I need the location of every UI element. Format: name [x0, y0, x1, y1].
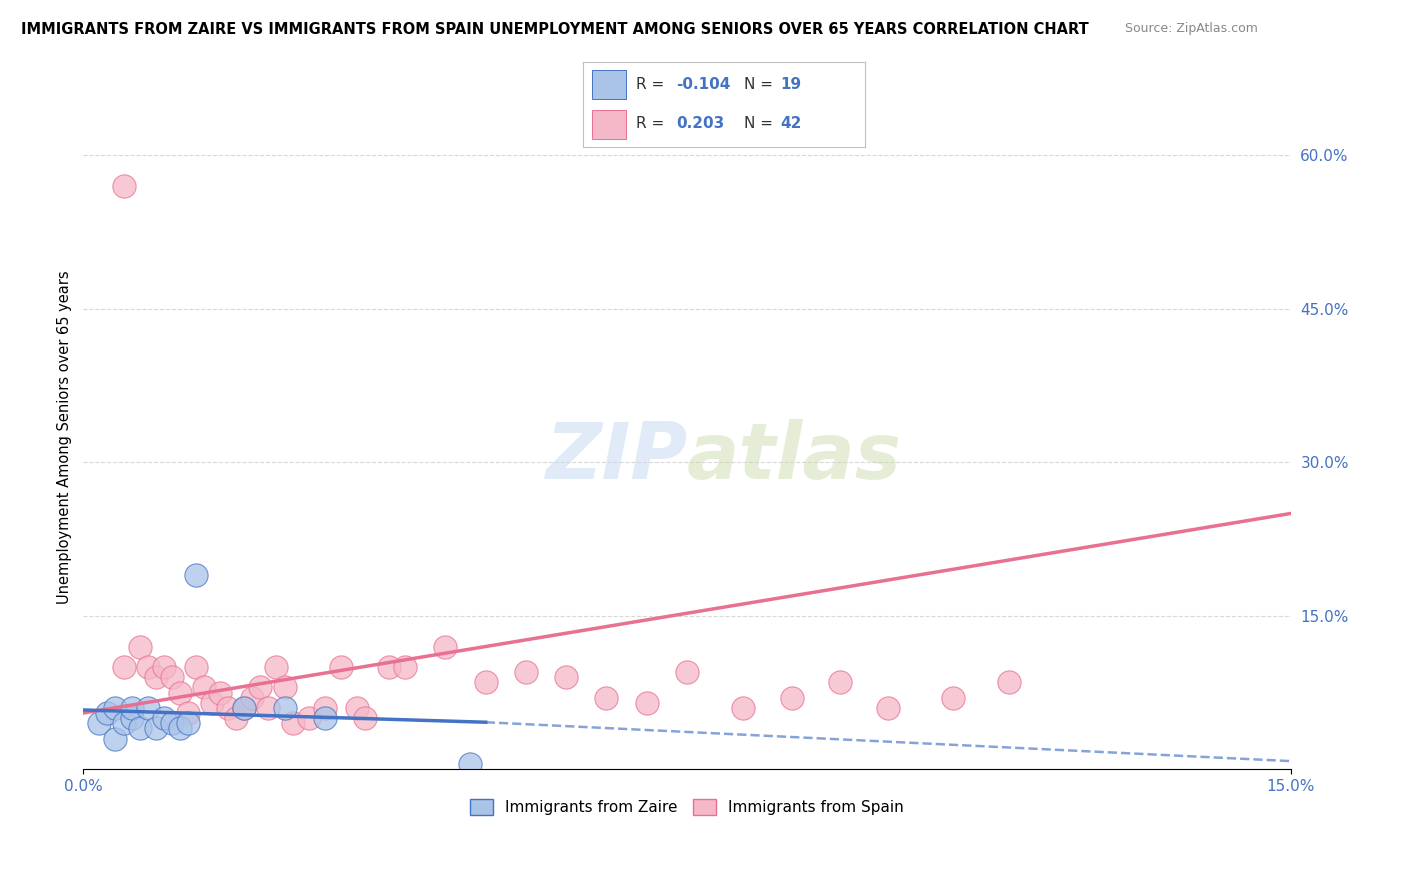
Text: atlas: atlas	[688, 418, 901, 495]
Point	[941, 690, 963, 705]
Point	[128, 640, 150, 654]
Y-axis label: Unemployment Among Seniors over 65 years: Unemployment Among Seniors over 65 years	[58, 270, 72, 604]
Point	[515, 665, 537, 679]
Point	[145, 670, 167, 684]
Point	[329, 660, 352, 674]
Point	[676, 665, 699, 679]
Point	[177, 706, 200, 720]
Point	[112, 716, 135, 731]
Point	[112, 660, 135, 674]
Text: 19: 19	[780, 77, 801, 92]
Point	[434, 640, 457, 654]
Point	[474, 675, 496, 690]
Legend: Immigrants from Zaire, Immigrants from Spain: Immigrants from Zaire, Immigrants from S…	[464, 793, 910, 822]
Point	[346, 701, 368, 715]
Point	[458, 757, 481, 772]
Point	[104, 731, 127, 746]
Point	[314, 711, 336, 725]
Point	[378, 660, 401, 674]
Point	[266, 660, 288, 674]
Point	[184, 660, 207, 674]
Point	[273, 701, 295, 715]
FancyBboxPatch shape	[592, 70, 626, 99]
Point	[201, 696, 224, 710]
Point	[96, 706, 118, 720]
Point	[225, 711, 247, 725]
Point	[273, 681, 295, 695]
Text: Source: ZipAtlas.com: Source: ZipAtlas.com	[1125, 22, 1258, 36]
Point	[828, 675, 851, 690]
Point	[595, 690, 617, 705]
Text: ZIP: ZIP	[544, 418, 688, 495]
Text: R =: R =	[636, 77, 664, 92]
Text: IMMIGRANTS FROM ZAIRE VS IMMIGRANTS FROM SPAIN UNEMPLOYMENT AMONG SENIORS OVER 6: IMMIGRANTS FROM ZAIRE VS IMMIGRANTS FROM…	[21, 22, 1088, 37]
Point	[257, 701, 280, 715]
Point	[128, 722, 150, 736]
Point	[636, 696, 658, 710]
Point	[177, 716, 200, 731]
Point	[877, 701, 900, 715]
Point	[136, 660, 159, 674]
Text: 42: 42	[780, 116, 801, 131]
Point	[354, 711, 377, 725]
Text: N =: N =	[744, 77, 773, 92]
Point	[160, 670, 183, 684]
FancyBboxPatch shape	[592, 110, 626, 139]
Point	[394, 660, 416, 674]
Point	[160, 716, 183, 731]
Point	[136, 701, 159, 715]
Point	[217, 701, 239, 715]
Text: N =: N =	[744, 116, 773, 131]
Text: -0.104: -0.104	[676, 77, 731, 92]
Point	[733, 701, 755, 715]
Point	[121, 711, 143, 725]
Point	[780, 690, 803, 705]
Point	[998, 675, 1021, 690]
Point	[281, 716, 304, 731]
Text: R =: R =	[636, 116, 664, 131]
Point	[209, 685, 232, 699]
Point	[249, 681, 271, 695]
Point	[555, 670, 578, 684]
Point	[193, 681, 215, 695]
Point	[152, 711, 174, 725]
Point	[152, 660, 174, 674]
Point	[112, 179, 135, 194]
Point	[184, 567, 207, 582]
Point	[145, 722, 167, 736]
Point	[240, 690, 263, 705]
Point	[121, 701, 143, 715]
Point	[104, 701, 127, 715]
Point	[314, 701, 336, 715]
Point	[169, 685, 191, 699]
Point	[169, 722, 191, 736]
Point	[89, 716, 111, 731]
Point	[298, 711, 321, 725]
Point	[233, 701, 256, 715]
Point	[233, 701, 256, 715]
Text: 0.203: 0.203	[676, 116, 724, 131]
